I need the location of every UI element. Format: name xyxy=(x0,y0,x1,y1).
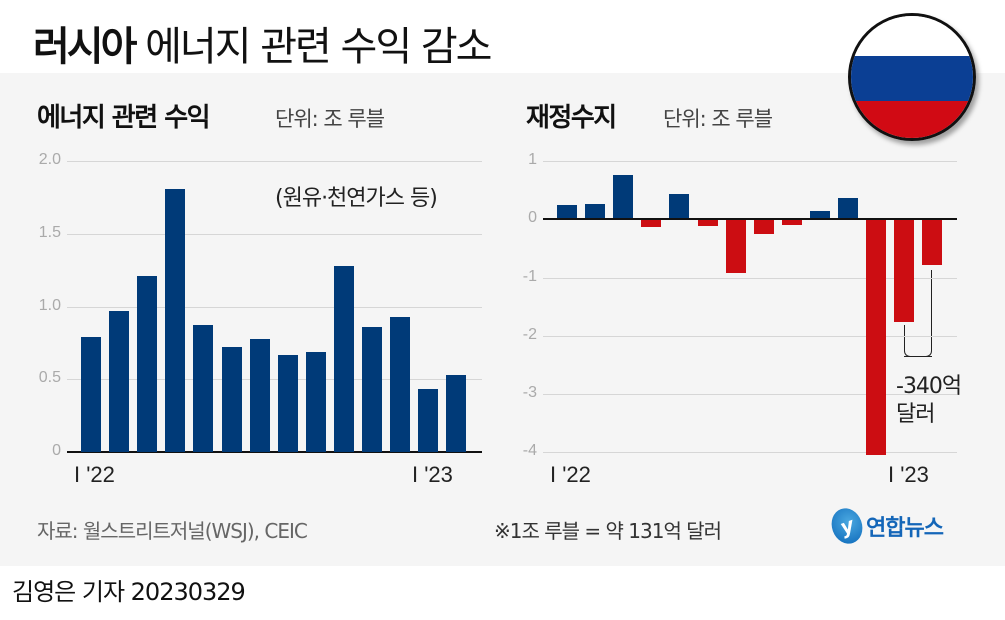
byline: 김영은 기자 20230329 xyxy=(12,578,246,606)
y-tick-label: 2.0 xyxy=(38,151,61,168)
bar xyxy=(725,219,746,274)
conversion-note: ※1조 루블 = 약 131억 달러 xyxy=(494,519,722,543)
bar xyxy=(753,219,774,235)
y-tick-label: -2 xyxy=(522,325,537,343)
annotation-unit: 달러 xyxy=(896,402,935,427)
gridline xyxy=(67,379,482,381)
gridline xyxy=(543,161,957,163)
bar xyxy=(362,326,382,452)
yonhap-logo-text: 연합뉴스 xyxy=(866,516,944,541)
x-axis-line xyxy=(543,218,957,221)
gridline xyxy=(543,277,957,279)
bar xyxy=(613,175,634,220)
right-x-start-label: I '22 xyxy=(550,462,591,487)
bar xyxy=(557,205,577,220)
bar xyxy=(781,219,802,225)
page-title: 러시아 에너지 관련 수익 감소 xyxy=(33,14,492,72)
bar xyxy=(193,325,214,452)
bar xyxy=(165,188,186,452)
bar xyxy=(809,210,830,220)
y-tick-label: -1 xyxy=(522,267,537,285)
right-x-end-label: I '23 xyxy=(888,462,929,487)
y-tick-label: 0 xyxy=(52,442,61,459)
bar xyxy=(838,197,858,220)
left-chart-unit: 단위: 조 루블 xyxy=(275,107,385,131)
bar xyxy=(81,337,101,452)
bar xyxy=(249,338,270,452)
bar xyxy=(585,203,606,220)
y-tick-label: 1.5 xyxy=(38,223,61,241)
bar xyxy=(333,265,354,452)
gridline xyxy=(543,452,957,454)
y-tick-label: 0 xyxy=(528,209,537,227)
gridline xyxy=(67,233,482,235)
bar xyxy=(390,316,411,452)
bar xyxy=(305,351,326,452)
bar xyxy=(109,310,130,452)
bar xyxy=(418,389,439,452)
y-tick-label: 0.5 xyxy=(38,369,61,387)
title-rest: 에너지 관련 수익 감소 xyxy=(145,24,492,70)
bar xyxy=(277,354,298,452)
y-tick-label: -4 xyxy=(522,442,537,460)
y-tick-label: -3 xyxy=(522,383,537,401)
bar xyxy=(894,219,915,322)
right-chart-unit: 단위: 조 루블 xyxy=(663,107,773,131)
left-x-end-label: I '23 xyxy=(412,462,453,487)
x-axis-line xyxy=(67,451,482,453)
bar xyxy=(922,219,943,266)
annotation-bracket-left xyxy=(904,325,932,357)
left-x-start-label: I '22 xyxy=(74,462,115,487)
source-text: 자료: 월스트리트저널(WSJ), CEIC xyxy=(37,519,308,543)
y-tick-label: 1.0 xyxy=(38,296,61,314)
bar xyxy=(669,194,690,220)
bar xyxy=(866,219,887,455)
gridline xyxy=(543,335,957,337)
russia-flag-icon xyxy=(848,13,976,141)
gridline xyxy=(543,393,957,395)
title-bold: 러시아 xyxy=(33,24,137,70)
yonhap-logo: y 연합뉴스 xyxy=(826,503,944,549)
bar xyxy=(137,275,158,452)
gridline xyxy=(67,161,482,162)
y-tick-label: 1 xyxy=(528,151,537,169)
bar xyxy=(446,374,467,452)
left-chart-title: 에너지 관련 수익 xyxy=(37,103,211,133)
bar xyxy=(697,219,718,226)
yonhap-logo-icon: y xyxy=(826,503,868,549)
right-chart-title: 재정수지 xyxy=(526,103,617,133)
gridline xyxy=(67,306,482,308)
bar xyxy=(221,347,242,452)
left-chart-note: (원유·천연가스 등) xyxy=(275,186,438,211)
bar xyxy=(641,219,662,227)
